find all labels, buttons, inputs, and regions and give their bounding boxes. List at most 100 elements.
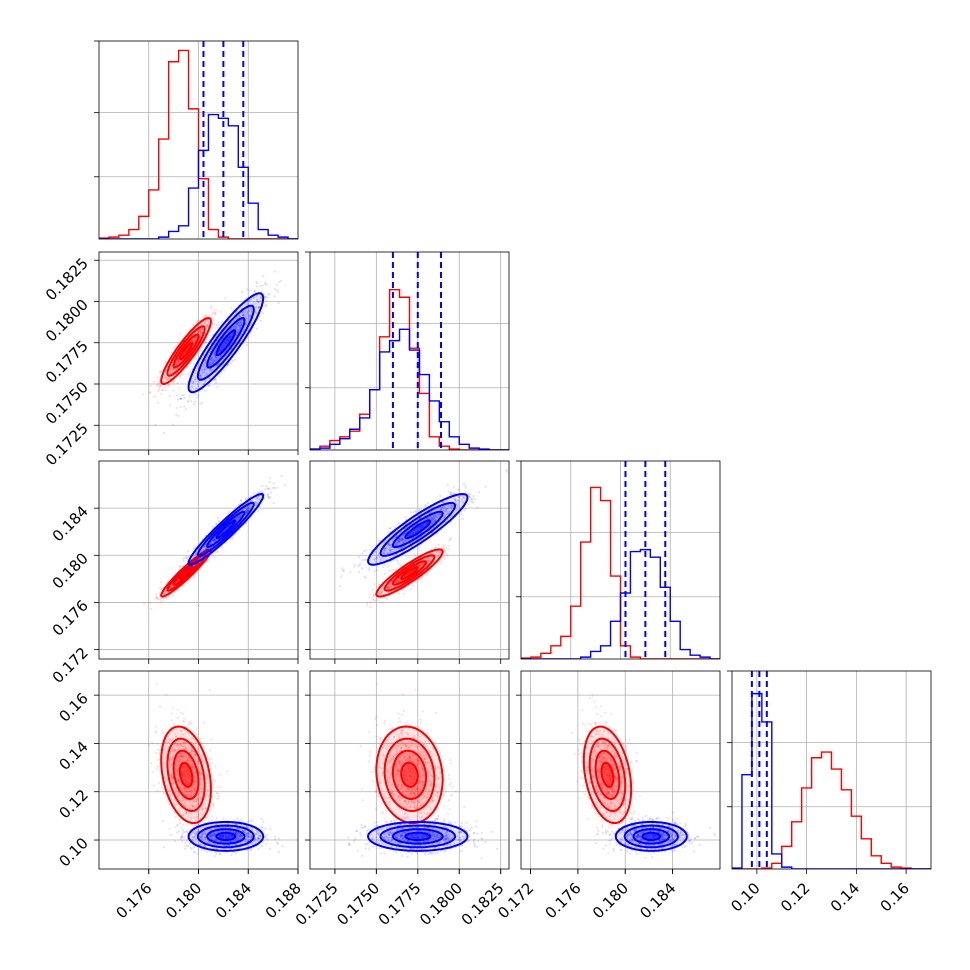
sample-point (246, 507, 249, 510)
sample-point (386, 585, 389, 589)
sample-point (194, 339, 197, 342)
sample-point (426, 557, 429, 560)
sample-point (191, 385, 194, 388)
sample-point (155, 595, 158, 599)
sample-point (445, 552, 448, 555)
sample-point (215, 523, 218, 526)
sample-point (193, 403, 196, 406)
sample-point (239, 322, 242, 325)
sample-point (380, 591, 383, 594)
sample-point (200, 563, 203, 566)
sample-point (209, 369, 212, 372)
sample-point (177, 387, 180, 390)
sample-point (157, 382, 160, 385)
sample-point (211, 362, 214, 365)
sample-point (238, 517, 241, 520)
sample-point (202, 354, 205, 357)
sample-point (241, 319, 244, 322)
sample-point (209, 358, 212, 361)
sample-point (224, 342, 227, 346)
sample-point (411, 570, 414, 573)
sample-point (266, 296, 269, 299)
sample-point (276, 283, 279, 286)
sample-point (216, 363, 219, 367)
sample-point (275, 289, 278, 292)
sample-point (161, 388, 164, 392)
sample-point (213, 540, 216, 543)
sample-point (238, 324, 241, 327)
sample-point (398, 592, 401, 595)
sample-point (236, 517, 240, 520)
sample-point (236, 316, 239, 319)
sample-point (457, 488, 460, 491)
sample-point (226, 338, 229, 342)
sample-point (377, 599, 380, 602)
sample-point (155, 596, 158, 599)
sample-point (420, 576, 423, 579)
sample-point (248, 315, 251, 318)
sample-point (183, 405, 186, 408)
sample-point (219, 348, 222, 351)
sample-point (234, 358, 237, 361)
sample-point (186, 558, 189, 561)
sample-point (264, 296, 267, 299)
sample-point (413, 529, 417, 532)
sample-point (392, 549, 395, 552)
panel-0-0 (94, 40, 299, 240)
sample-point (214, 551, 217, 554)
sample-point (207, 384, 211, 387)
sample-point (442, 546, 445, 549)
sample-point (237, 324, 240, 328)
sample-point (226, 527, 229, 530)
sample-point (401, 537, 404, 540)
sample-point (209, 367, 212, 371)
sample-point (265, 299, 268, 302)
sample-point (280, 474, 283, 478)
sample-point (433, 519, 437, 522)
sample-point (163, 386, 167, 390)
sample-point (248, 507, 251, 510)
sample-point (238, 328, 241, 331)
sample-point (211, 360, 214, 363)
sample-point (205, 368, 208, 371)
sample-point (156, 376, 159, 379)
sample-point (171, 581, 174, 584)
sample-point (182, 393, 185, 396)
sample-point (194, 331, 197, 334)
sample-point (387, 591, 390, 594)
sample-point (239, 321, 242, 324)
sample-point (383, 547, 386, 550)
sample-point (225, 338, 228, 341)
sample-point (192, 323, 195, 327)
sample-point (422, 525, 425, 528)
sample-point (203, 321, 206, 324)
sample-point (154, 593, 157, 596)
sample-point (164, 389, 167, 392)
sample-point (167, 377, 170, 380)
sample-point (237, 321, 240, 324)
sample-point (267, 496, 270, 499)
sample-point (395, 579, 398, 583)
sample-point (201, 365, 205, 368)
sample-point (214, 365, 217, 368)
sample-point (265, 485, 268, 488)
sample-point (397, 580, 400, 583)
sample-point (204, 366, 207, 369)
sample-point (397, 541, 400, 544)
sample-point (437, 543, 440, 546)
sample-point (381, 589, 384, 593)
contour-line (196, 304, 255, 381)
sample-point (197, 330, 200, 333)
sample-point (419, 525, 422, 528)
sample-point (237, 324, 240, 327)
sample-point (160, 597, 163, 600)
sample-point (245, 507, 248, 510)
sample-point (200, 328, 203, 331)
sample-point (204, 320, 207, 323)
sample-point (205, 548, 208, 551)
sample-point (201, 327, 204, 330)
sample-point (415, 581, 418, 584)
sample-point (386, 598, 389, 601)
sample-point (177, 360, 180, 363)
sample-point (169, 586, 172, 590)
